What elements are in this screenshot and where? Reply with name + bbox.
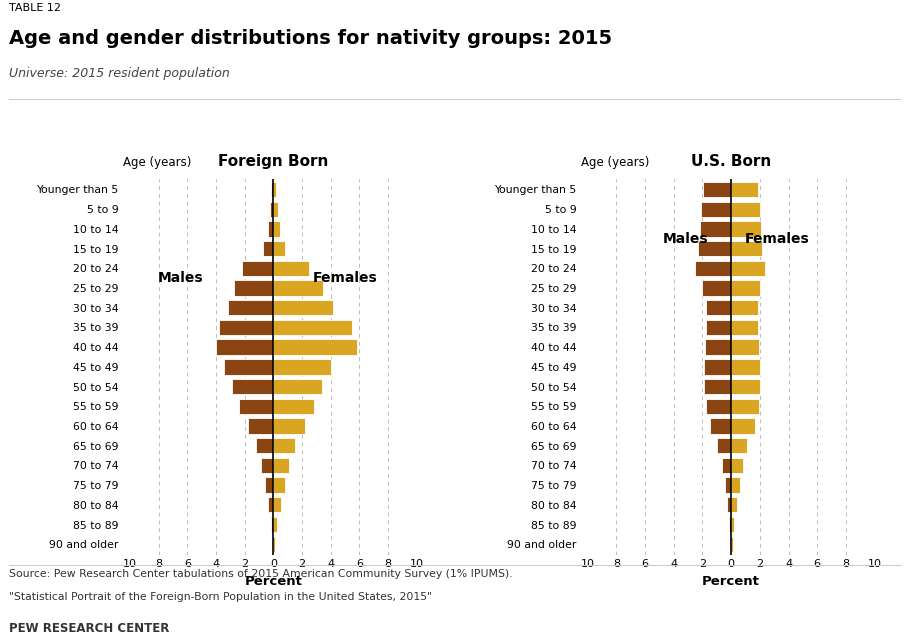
Bar: [704, 339, 731, 355]
Bar: [274, 221, 280, 237]
Bar: [729, 517, 731, 532]
Text: "Statistical Portrait of the Foreign-Born Population in the United States, 2015": "Statistical Portrait of the Foreign-Bor…: [9, 592, 432, 602]
Text: Females: Females: [313, 271, 377, 285]
Bar: [731, 339, 759, 355]
Bar: [698, 241, 731, 256]
Bar: [705, 320, 731, 335]
Bar: [705, 399, 731, 414]
Bar: [263, 241, 274, 256]
Bar: [731, 497, 737, 512]
Text: Females: Females: [744, 232, 809, 246]
Bar: [274, 477, 285, 493]
Bar: [265, 477, 274, 493]
Bar: [727, 497, 731, 512]
Bar: [235, 280, 274, 295]
Bar: [710, 419, 731, 434]
Bar: [731, 379, 760, 394]
Bar: [724, 477, 731, 493]
Bar: [731, 280, 760, 295]
Bar: [274, 537, 275, 552]
Bar: [731, 457, 743, 473]
Bar: [704, 359, 731, 375]
Bar: [705, 300, 731, 315]
Bar: [702, 280, 731, 295]
Bar: [731, 438, 746, 454]
Bar: [271, 517, 274, 532]
Bar: [274, 339, 356, 355]
Bar: [274, 457, 289, 473]
Bar: [722, 457, 731, 473]
Bar: [216, 339, 274, 355]
Bar: [731, 517, 734, 532]
Bar: [731, 241, 763, 256]
Bar: [274, 379, 323, 394]
Bar: [261, 457, 274, 473]
Bar: [704, 379, 731, 394]
Bar: [219, 320, 274, 335]
Text: Age and gender distributions for nativity groups: 2015: Age and gender distributions for nativit…: [9, 29, 613, 48]
Bar: [271, 182, 274, 197]
Text: Males: Males: [157, 271, 203, 285]
Bar: [731, 300, 758, 315]
Bar: [731, 182, 758, 197]
Bar: [731, 221, 761, 237]
Bar: [255, 438, 274, 454]
Text: Universe: 2015 resident population: Universe: 2015 resident population: [9, 67, 230, 80]
Bar: [731, 399, 759, 414]
Bar: [731, 477, 740, 493]
Bar: [274, 182, 276, 197]
Bar: [703, 182, 731, 197]
Bar: [731, 261, 765, 276]
Bar: [274, 202, 278, 217]
Bar: [268, 221, 274, 237]
Bar: [248, 419, 274, 434]
Bar: [731, 320, 758, 335]
Text: Males: Males: [663, 232, 708, 246]
Text: Foreign Born: Foreign Born: [218, 154, 328, 169]
Bar: [274, 399, 314, 414]
Bar: [225, 359, 274, 375]
Bar: [731, 537, 733, 552]
Bar: [274, 438, 295, 454]
Text: U.S. Born: U.S. Born: [691, 154, 771, 169]
Bar: [274, 280, 324, 295]
Bar: [232, 379, 274, 394]
Text: TABLE 12: TABLE 12: [9, 3, 61, 13]
Bar: [274, 320, 352, 335]
Text: Age (years): Age (years): [123, 156, 191, 169]
Bar: [272, 537, 274, 552]
Bar: [274, 300, 334, 315]
Bar: [239, 399, 274, 414]
Bar: [702, 202, 731, 217]
Bar: [274, 517, 277, 532]
Bar: [242, 261, 274, 276]
X-axis label: Percent: Percent: [702, 575, 760, 588]
Bar: [274, 241, 285, 256]
Bar: [731, 419, 754, 434]
Bar: [274, 497, 281, 512]
Text: Age (years): Age (years): [581, 156, 649, 169]
Bar: [700, 221, 731, 237]
Bar: [274, 359, 331, 375]
X-axis label: Percent: Percent: [245, 575, 303, 588]
Bar: [228, 300, 274, 315]
Text: PEW RESEARCH CENTER: PEW RESEARCH CENTER: [9, 622, 169, 635]
Bar: [274, 261, 309, 276]
Text: Source: Pew Research Center tabulations of 2015 American Community Survey (1% IP: Source: Pew Research Center tabulations …: [9, 569, 513, 579]
Bar: [731, 202, 760, 217]
Bar: [270, 202, 274, 217]
Bar: [695, 261, 731, 276]
Bar: [730, 537, 731, 552]
Bar: [731, 359, 760, 375]
Bar: [717, 438, 731, 454]
Bar: [274, 419, 305, 434]
Bar: [268, 497, 274, 512]
